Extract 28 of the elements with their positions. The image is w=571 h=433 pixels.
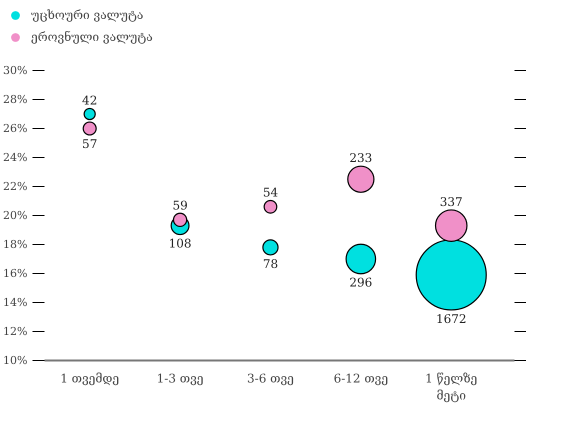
data-label: 57 <box>82 136 98 151</box>
y-tick-label: 26% <box>3 122 28 135</box>
x-tick-label: 3-6 თვე <box>247 372 294 386</box>
y-tick-label: 12% <box>3 325 28 338</box>
data-label: 54 <box>262 186 278 200</box>
data-label: 337 <box>440 194 463 209</box>
y-tick-label: 14% <box>3 296 28 309</box>
data-label: 78 <box>262 256 278 271</box>
x-tick-label: 1 წელზე მეტი <box>425 372 478 402</box>
x-tick-label: 1-3 თვე <box>156 372 204 386</box>
data-label: 296 <box>349 276 372 290</box>
legend-label: უცხოური ვალუტა <box>31 8 144 22</box>
y-tick-label: 18% <box>3 238 28 251</box>
y-tick-label: 16% <box>3 267 28 280</box>
data-label: 42 <box>82 93 98 108</box>
x-tick-label: 1 თვემდე <box>60 372 120 386</box>
y-tick-label: 20% <box>3 209 28 222</box>
x-tick-label: 6-12 თვე <box>334 372 388 386</box>
data-label: 1672 <box>436 312 467 326</box>
data-label: 233 <box>349 151 372 166</box>
y-tick-label: 24% <box>3 151 28 164</box>
y-tick-label: 30% <box>3 64 28 77</box>
data-label: 59 <box>172 198 188 212</box>
y-tick-label: 22% <box>3 180 28 193</box>
y-tick-label: 28% <box>3 93 28 106</box>
legend-label: ეროვნული ვალუტა <box>31 30 153 44</box>
y-tick-label: 10% <box>3 354 28 367</box>
data-label: 108 <box>168 236 192 251</box>
